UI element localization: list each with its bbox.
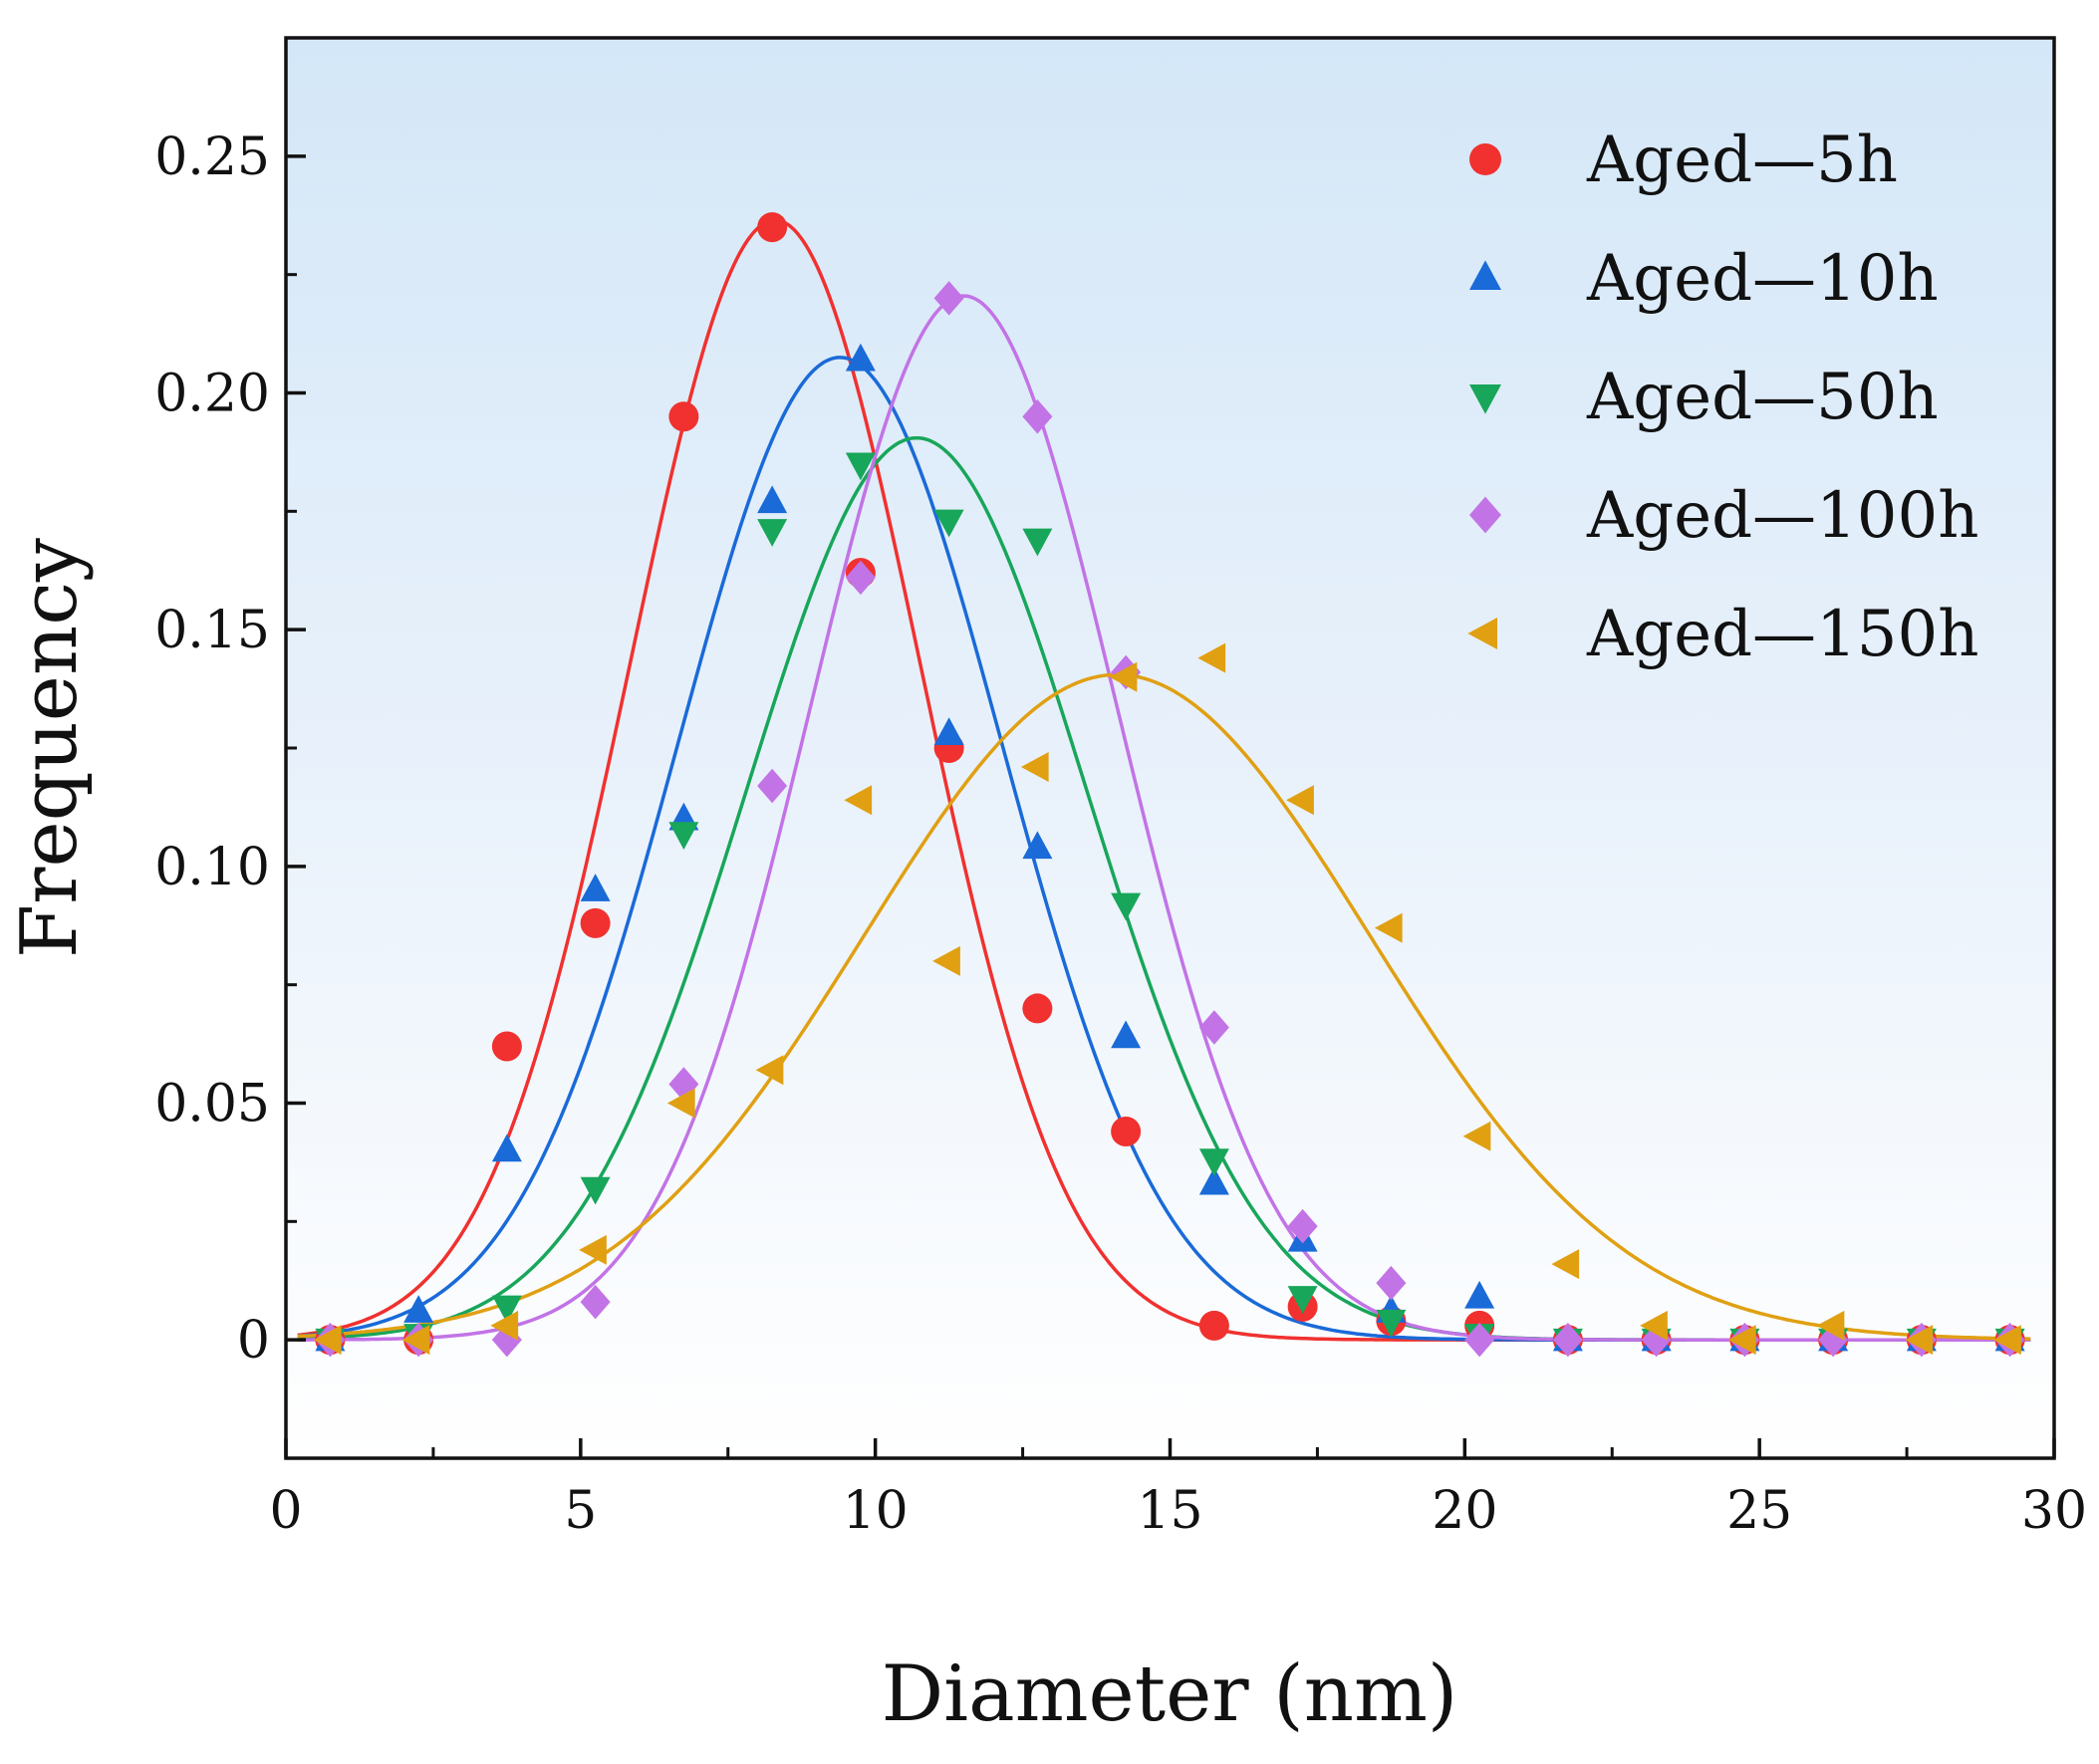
data-point (1198, 1166, 1229, 1195)
x-tick-label: 15 (1137, 1481, 1202, 1541)
series-aged-150h (313, 642, 2021, 1356)
data-point (1111, 1020, 1142, 1049)
legend-label: Aged—50h (1586, 361, 1939, 434)
data-point (1816, 1310, 1845, 1341)
data-markers (313, 212, 2025, 1358)
y-tick-label: 0.25 (154, 127, 270, 187)
data-point (1640, 1310, 1668, 1341)
y-tick-label: 0.20 (154, 365, 270, 424)
data-point (1552, 1322, 1583, 1358)
fit-curve-aged-150h (297, 672, 2031, 1341)
data-point (491, 1134, 522, 1162)
data-point (1022, 831, 1053, 860)
legend-label: Aged—150h (1586, 598, 1978, 671)
data-point (1111, 892, 1142, 921)
data-point (668, 822, 699, 851)
y-tick-label: 0 (237, 1311, 270, 1371)
data-point (403, 1295, 434, 1323)
legend-marker (1469, 260, 1501, 290)
data-point (755, 1055, 784, 1086)
y-tick-label: 0.10 (154, 838, 270, 897)
data-point (580, 1176, 611, 1205)
data-point (580, 907, 611, 938)
data-point (1376, 1265, 1407, 1301)
data-point (1198, 1148, 1229, 1177)
data-point (1374, 912, 1403, 943)
data-point (1286, 785, 1314, 816)
legend-marker (1467, 618, 1497, 649)
data-point (757, 485, 788, 514)
data-point (491, 1295, 522, 1324)
x-tick-label: 10 (843, 1481, 909, 1541)
data-point (933, 717, 964, 745)
legend-label: Aged—10h (1586, 242, 1939, 316)
data-point (1198, 1010, 1229, 1045)
data-point (579, 1234, 607, 1265)
plot-background (286, 38, 2054, 1458)
data-point (932, 945, 960, 976)
x-tick-label: 0 (269, 1481, 302, 1541)
data-point (1727, 1325, 1756, 1356)
data-point (757, 212, 788, 243)
legend-item: Aged—10h (1469, 242, 1939, 316)
data-point (668, 401, 699, 432)
data-point (1287, 1208, 1318, 1244)
data-point (845, 560, 876, 596)
legend-item: Aged—100h (1469, 479, 1978, 553)
legend-label: Aged—100h (1586, 479, 1978, 553)
data-point (1993, 1325, 2021, 1356)
legend-marker (1469, 496, 1501, 534)
data-point (757, 519, 788, 547)
data-point (1022, 399, 1053, 434)
data-point (666, 1088, 695, 1119)
data-point (844, 785, 873, 816)
y-tick-label: 0.15 (154, 601, 270, 660)
x-axis: 0 5 10 15 20 25 30 (269, 1438, 2087, 1541)
x-tick-label: 25 (1726, 1481, 1792, 1541)
legend-item: Aged—50h (1469, 361, 1939, 434)
legend-item: Aged—5h (1469, 124, 1898, 197)
legend-label: Aged—5h (1586, 124, 1898, 197)
legend-marker (1469, 384, 1501, 414)
data-point (845, 452, 876, 481)
data-point (491, 1031, 522, 1062)
data-point (401, 1325, 430, 1356)
data-point (757, 768, 788, 804)
data-point (1109, 661, 1138, 692)
data-point (580, 1284, 611, 1320)
y-tick-label: 0.05 (154, 1075, 270, 1134)
x-tick-label: 20 (1432, 1481, 1497, 1541)
data-point (845, 343, 876, 372)
y-axis: 0 0.05 0.10 0.15 0.20 0.25 (154, 127, 306, 1371)
x-tick-label: 5 (564, 1481, 597, 1541)
data-point (313, 1325, 342, 1356)
data-point (490, 1310, 519, 1341)
y-axis-title: Frequency (5, 538, 95, 958)
data-point (1111, 1117, 1142, 1147)
data-point (1197, 642, 1226, 673)
data-point (933, 509, 964, 538)
data-point (1464, 1280, 1495, 1309)
data-point (1905, 1325, 1934, 1356)
data-point (1376, 1309, 1407, 1338)
data-point (1022, 528, 1053, 557)
legend-marker (1469, 143, 1501, 175)
data-point (1551, 1249, 1580, 1280)
x-tick-label: 30 (2021, 1481, 2087, 1541)
data-point (1462, 1121, 1491, 1151)
data-point (933, 281, 964, 316)
data-point (580, 874, 611, 901)
data-point (1287, 1286, 1318, 1314)
legend-item: Aged—150h (1467, 598, 1978, 671)
x-axis-title: Diameter (nm) (882, 1649, 1458, 1739)
data-point (1464, 1322, 1495, 1358)
legend: Aged—5h Aged—10h Aged—50h Aged—100h Aged—150… (1467, 124, 1978, 671)
data-point (1020, 752, 1049, 783)
data-point (1022, 993, 1053, 1024)
data-point (1198, 1310, 1229, 1341)
